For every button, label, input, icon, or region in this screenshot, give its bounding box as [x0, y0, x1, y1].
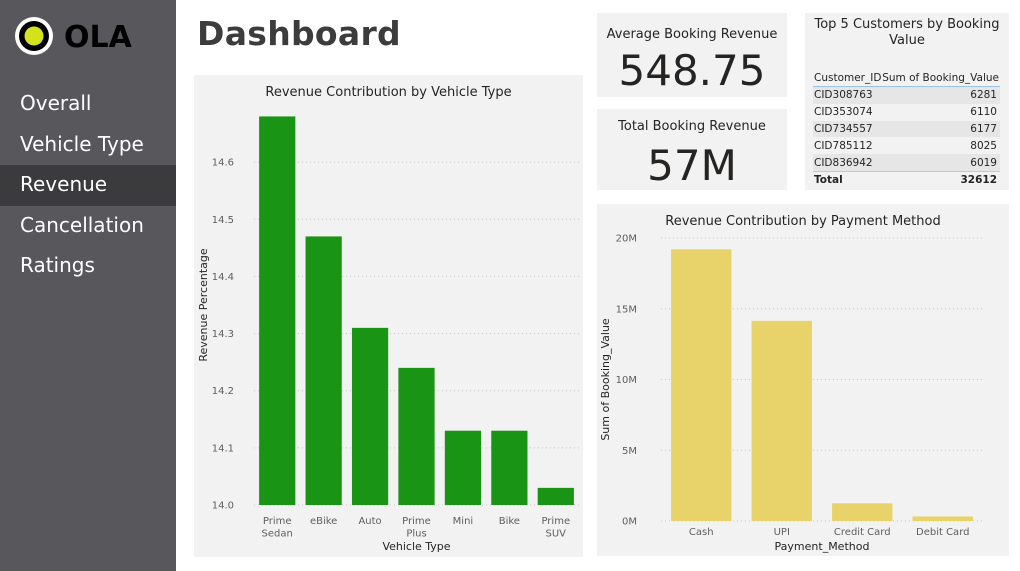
table-row: CID353074 6110	[813, 104, 1000, 121]
avg-booking-revenue-title: Average Booking Revenue	[606, 27, 778, 42]
chart-title: Revenue Contribution by Vehicle Type	[265, 85, 511, 100]
x-axis-label: Payment_Method	[775, 540, 870, 553]
column-header-customer-id[interactable]: Customer_ID	[814, 71, 882, 84]
y-tick-label: 0M	[622, 517, 637, 528]
y-tick-label: 10M	[616, 375, 637, 386]
top-customers-title: Top 5 Customers by Booking Value	[814, 17, 1000, 48]
page-title: Dashboard	[197, 14, 401, 53]
total-label: Total	[814, 174, 843, 187]
nav-menu: Overall Vehicle Type Revenue Cancellatio…	[0, 84, 176, 287]
vehicle-type-chart: Revenue Contribution by Vehicle Type 14.0…	[197, 85, 579, 553]
nav-item-overall[interactable]: Overall	[20, 91, 92, 115]
bar-upi	[751, 320, 812, 521]
total-booking-revenue-title: Total Booking Revenue	[618, 119, 766, 134]
y-tick-label: 14.4	[212, 272, 234, 283]
payment-method-chart-card[interactable]: Revenue Contribution by Payment Method 0M…	[597, 204, 1009, 556]
chart-title: Revenue Contribution by Payment Method	[665, 214, 940, 229]
x-tick-label: Prime Plus	[402, 516, 431, 540]
bar-ebike	[305, 236, 342, 505]
bar-cash	[671, 249, 732, 521]
bar-mini	[444, 430, 482, 505]
x-tick-label: UPI	[774, 527, 790, 538]
x-tick-label: Debit Card	[916, 527, 969, 538]
cell-booking-value: 6110	[970, 106, 997, 119]
x-tick-label: Credit Card	[834, 527, 891, 538]
y-tick-label: 5M	[622, 446, 637, 457]
bar-auto	[351, 327, 389, 505]
payment-method-chart: Revenue Contribution by Payment Method 0M…	[599, 214, 983, 553]
y-axis-label: Sum of Booking_Value	[599, 318, 612, 441]
table-row: CID734557 6177	[813, 120, 1000, 138]
x-tick-label: Bike	[499, 516, 520, 527]
top-customers-table: Customer_ID Sum of Booking_Value CID3087…	[813, 69, 1000, 189]
cell-customer-id: CID785112	[814, 139, 873, 152]
bar-bike	[491, 430, 528, 505]
nav-item-revenue[interactable]: Revenue	[0, 165, 176, 206]
total-booking-revenue-card[interactable]: Total Booking Revenue 57M	[597, 109, 787, 190]
nav-item-vehicle-type[interactable]: Vehicle Type	[20, 131, 144, 156]
y-tick-label: 14.3	[212, 329, 234, 340]
sidebar: OLA Overall Vehicle Type Revenue Cancell…	[0, 0, 176, 571]
x-tick-label: Cash	[689, 527, 714, 538]
bar-debit-card	[912, 516, 973, 521]
nav-item-ratings[interactable]: Ratings	[20, 253, 95, 277]
x-tick-label: Prime SUV	[541, 516, 570, 540]
cell-booking-value: 6019	[970, 156, 997, 169]
table-row: CID785112 8025	[813, 137, 1000, 154]
total-booking-revenue-value: 57M	[647, 141, 737, 190]
y-tick-label: 15M	[616, 304, 637, 315]
x-tick-label: Prime Sedan	[262, 516, 293, 540]
nav-item-cancellation[interactable]: Cancellation	[20, 212, 144, 237]
total-value: 32612	[960, 174, 997, 187]
table-row: CID836942 6019	[813, 154, 1000, 171]
y-tick-label: 20M	[616, 234, 637, 245]
x-tick-label: Auto	[358, 516, 381, 527]
cell-booking-value: 8025	[970, 139, 997, 152]
y-tick-label: 14.0	[212, 501, 234, 512]
x-axis-label: Vehicle Type	[382, 540, 450, 553]
table-header: Customer_ID Sum of Booking_Value	[813, 69, 1000, 87]
top-customers-card[interactable]: Top 5 Customers by Booking Value Custome…	[805, 13, 1009, 190]
y-tick-label: 14.1	[212, 443, 234, 454]
logo-text: OLA	[64, 20, 133, 55]
cell-customer-id: CID353074	[814, 106, 873, 119]
y-tick-label: 14.2	[212, 386, 234, 397]
bar-prime-suv	[537, 487, 574, 505]
x-tick-label: Mini	[453, 516, 474, 527]
avg-booking-revenue-card[interactable]: Average Booking Revenue 548.75	[597, 13, 787, 97]
avg-booking-revenue-value: 548.75	[618, 46, 766, 95]
vehicle-type-chart-card[interactable]: Revenue Contribution by Vehicle Type 14.0…	[194, 75, 583, 557]
y-tick-label: 14.5	[212, 215, 234, 226]
x-tick-label: eBike	[310, 516, 337, 527]
cell-booking-value: 6177	[970, 122, 997, 135]
y-tick-label: 14.6	[212, 158, 234, 169]
bar-prime-sedan	[259, 116, 296, 505]
cell-customer-id: CID308763	[814, 89, 873, 102]
bar-credit-card	[832, 503, 893, 521]
cell-customer-id: CID734557	[814, 122, 873, 135]
table-body: CID308763 6281 CID353074 6110 CID734557 …	[813, 87, 1000, 171]
y-axis-label: Revenue Percentage	[197, 248, 210, 362]
table-row: CID308763 6281	[813, 87, 1000, 104]
cell-booking-value: 6281	[970, 89, 997, 102]
bar-prime-plus	[398, 367, 435, 505]
ola-logo: OLA	[15, 17, 133, 55]
cell-customer-id: CID836942	[814, 156, 873, 169]
column-header-booking-value[interactable]: Sum of Booking_Value	[882, 71, 999, 84]
table-total-row: Total 32612	[813, 170, 1000, 189]
